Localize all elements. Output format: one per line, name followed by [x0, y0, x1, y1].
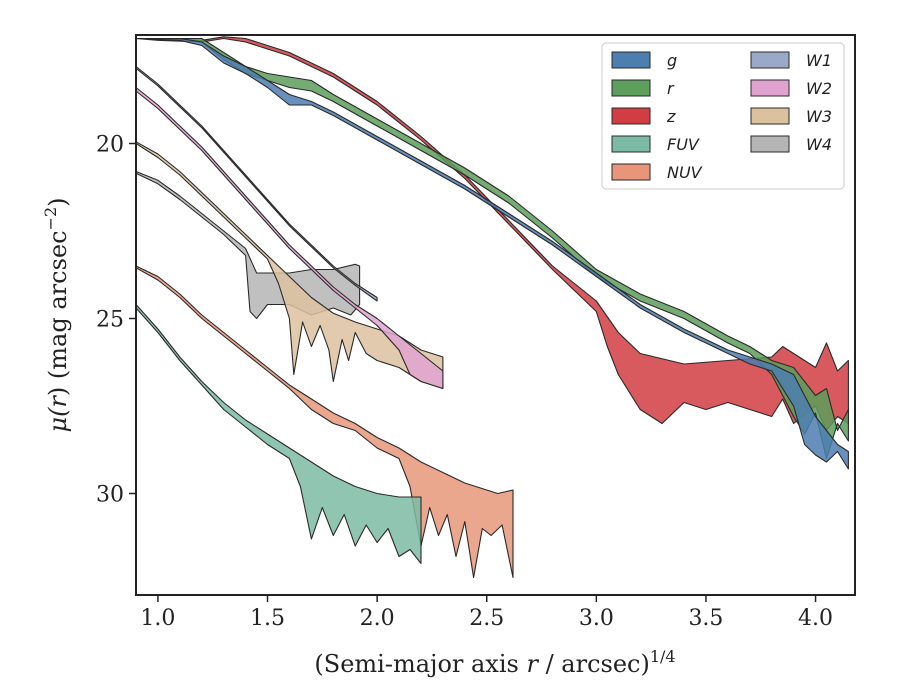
- legend: grz FUV NUV W1 W2 W3 W4: [601, 42, 845, 190]
- band-fuv: [135, 303, 422, 565]
- legend-swatch-w4: [750, 135, 790, 153]
- y-axis-title: μ(r) (mag arcsec−2): [41, 197, 72, 432]
- legend-swatch-w2: [750, 79, 790, 97]
- band-g: [135, 37, 849, 470]
- legend-label-fuv: FUV: [667, 135, 700, 154]
- x-tick-label: 2.0: [360, 606, 395, 631]
- x-tick-label: 3.5: [688, 606, 723, 631]
- legend-label-r: r: [667, 79, 675, 98]
- legend-swatch-w3: [750, 107, 790, 125]
- legend-label-g: g: [667, 51, 677, 70]
- legend-swatch-w1: [750, 51, 790, 69]
- legend-label-w1: W1: [806, 51, 832, 70]
- legend-swatch-fuv: [611, 135, 651, 153]
- legend-label-w3: W3: [806, 107, 832, 126]
- legend-swatch-nuv: [611, 163, 651, 181]
- y-tick-label: 20: [96, 133, 124, 158]
- y-tick-label: 25: [96, 308, 124, 333]
- legend-label-w4: W4: [806, 135, 832, 154]
- profile-bands: [135, 36, 849, 579]
- x-tick-label: 4.0: [798, 606, 833, 631]
- x-tick-label: 2.5: [469, 606, 504, 631]
- x-tick-label: 1.5: [250, 606, 285, 631]
- plot-frame: [135, 34, 856, 596]
- legend-swatch-r: [611, 79, 651, 97]
- x-tick-label: 1.0: [140, 606, 175, 631]
- x-axis-title: (Semi-major axis r / arcsec)1/4: [314, 647, 675, 678]
- x-axis-ticks: 1.0 1.5 2.0 2.5 3.0 3.5 4.0: [140, 595, 833, 631]
- band-w1: [135, 65, 378, 302]
- legend-swatch-g: [611, 51, 651, 69]
- legend-label-w2: W2: [806, 79, 832, 98]
- y-tick-label: 30: [96, 483, 124, 508]
- y-axis-ticks: 20 25 30: [96, 133, 136, 508]
- legend-swatch-z: [611, 107, 651, 125]
- band-w3: [135, 141, 444, 390]
- x-tick-label: 3.0: [579, 606, 614, 631]
- band-w2: [135, 86, 444, 390]
- legend-label-nuv: NUV: [667, 163, 703, 182]
- legend-label-z: z: [666, 107, 676, 126]
- band-r: [135, 37, 849, 460]
- band-w4: [135, 170, 361, 320]
